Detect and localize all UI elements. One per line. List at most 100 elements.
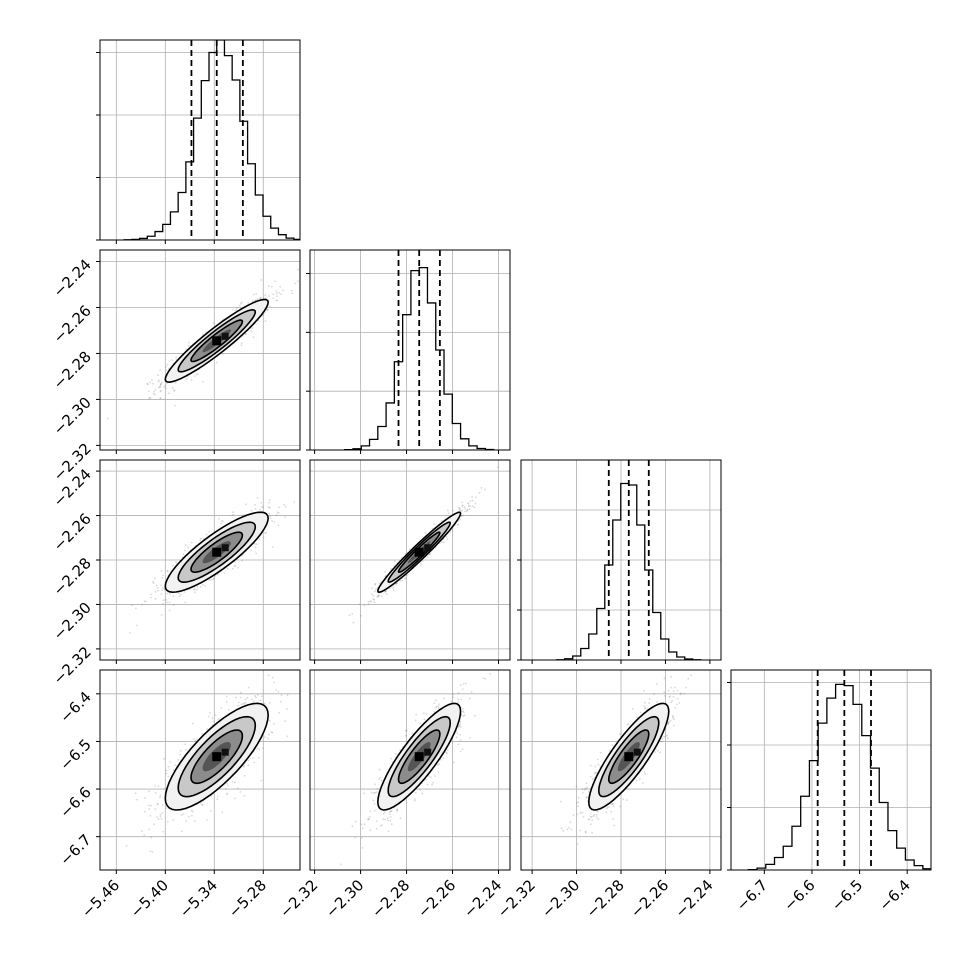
scatter-point <box>461 514 464 517</box>
scatter-point <box>644 706 646 709</box>
scatter-point <box>207 715 210 718</box>
scatter-point <box>447 512 450 515</box>
scatter-point <box>237 787 239 790</box>
scatter-point <box>181 830 183 833</box>
scatter-point <box>255 293 257 295</box>
scatter-point <box>268 295 270 297</box>
scatter-point <box>497 466 499 469</box>
scatter-point <box>260 506 263 508</box>
scatter-point <box>471 495 473 498</box>
scatter-point <box>154 597 157 600</box>
scatter-point <box>159 383 162 386</box>
scatter-point <box>163 385 165 388</box>
scatter-point <box>372 799 375 802</box>
scatter-point <box>210 795 213 797</box>
scatter-point <box>404 734 407 737</box>
scatter-point <box>280 694 283 697</box>
scatter-point <box>161 812 164 814</box>
panel-plot-area <box>106 268 299 420</box>
scatter-point <box>168 593 171 595</box>
scatter-point <box>164 384 167 386</box>
scatter-point <box>414 791 417 794</box>
scatter-point <box>154 785 156 787</box>
scatter-point <box>264 736 266 738</box>
scatter-point <box>150 593 153 596</box>
scatter-point <box>147 383 149 386</box>
scatter-point <box>452 509 454 512</box>
scatter-point <box>339 863 342 866</box>
scatter-point <box>211 717 214 720</box>
scatter-point <box>423 718 426 721</box>
scatter-point <box>440 520 443 522</box>
scatter-point <box>426 556 429 559</box>
contour-line-0 <box>164 702 270 811</box>
scatter-point <box>268 733 270 736</box>
scatter-point <box>150 836 152 839</box>
scatter-point <box>278 506 280 509</box>
scatter-point <box>190 809 193 812</box>
scatter-point <box>141 830 143 833</box>
scatter-point <box>379 825 382 827</box>
scatter-point <box>387 830 390 832</box>
scatter-point <box>594 765 597 768</box>
scatter-point <box>182 553 185 555</box>
scatter-point <box>463 714 466 717</box>
scatter-point <box>144 797 146 799</box>
scatter-point <box>241 514 244 517</box>
scatter-point <box>106 417 109 420</box>
scatter-point <box>277 512 280 514</box>
scatter-point <box>378 582 381 585</box>
scatter-point <box>265 532 268 534</box>
scatter-point <box>275 295 278 298</box>
scatter-point <box>361 847 364 849</box>
scatter-point <box>370 791 373 794</box>
panel-frame <box>309 459 511 661</box>
scatter-point <box>254 299 257 302</box>
scatter-point <box>154 577 156 580</box>
scatter-point <box>595 814 598 816</box>
scatter-point <box>469 500 472 503</box>
scatter-point <box>279 285 282 288</box>
scatter-point <box>371 593 373 596</box>
scatter-point <box>271 731 274 734</box>
scatter-point <box>381 824 383 827</box>
scatter-point <box>459 726 462 728</box>
scatter-point <box>408 548 411 550</box>
scatter-point <box>208 530 211 533</box>
scatter-point <box>171 387 174 389</box>
scatter-point <box>166 592 169 595</box>
scatter-point <box>404 577 407 579</box>
scatter-point <box>245 333 247 336</box>
scatter-point <box>360 614 362 617</box>
scatter-point <box>209 712 212 714</box>
scatter-point <box>173 389 176 392</box>
scatter-point <box>437 707 440 710</box>
scatter-point <box>247 759 250 762</box>
scatter-point <box>247 764 250 766</box>
scatter-point <box>393 560 396 563</box>
scatter-point <box>367 602 370 605</box>
scatter-point <box>268 285 270 288</box>
scatter-point <box>380 595 383 598</box>
scatter-point <box>232 511 234 514</box>
contour-line-1 <box>177 308 257 373</box>
scatter-point <box>272 681 275 684</box>
scatter-point <box>200 537 202 540</box>
scatter-point <box>272 293 275 296</box>
scatter-point <box>252 336 255 339</box>
scatter-point <box>150 596 152 599</box>
scatter-point <box>591 831 593 834</box>
scatter-point <box>469 737 471 739</box>
scatter-point <box>169 761 172 763</box>
scatter-point <box>284 515 287 518</box>
scatter-point <box>463 506 466 508</box>
scatter-point <box>672 715 675 718</box>
contour-line-2 <box>190 319 244 363</box>
panel-plot-area <box>560 674 692 845</box>
scatter-point <box>159 397 162 399</box>
scatter-point <box>668 721 670 724</box>
scatter-point <box>220 522 223 525</box>
scatter-point <box>216 795 219 798</box>
scatter-point <box>257 756 260 759</box>
scatter-point <box>148 808 151 810</box>
